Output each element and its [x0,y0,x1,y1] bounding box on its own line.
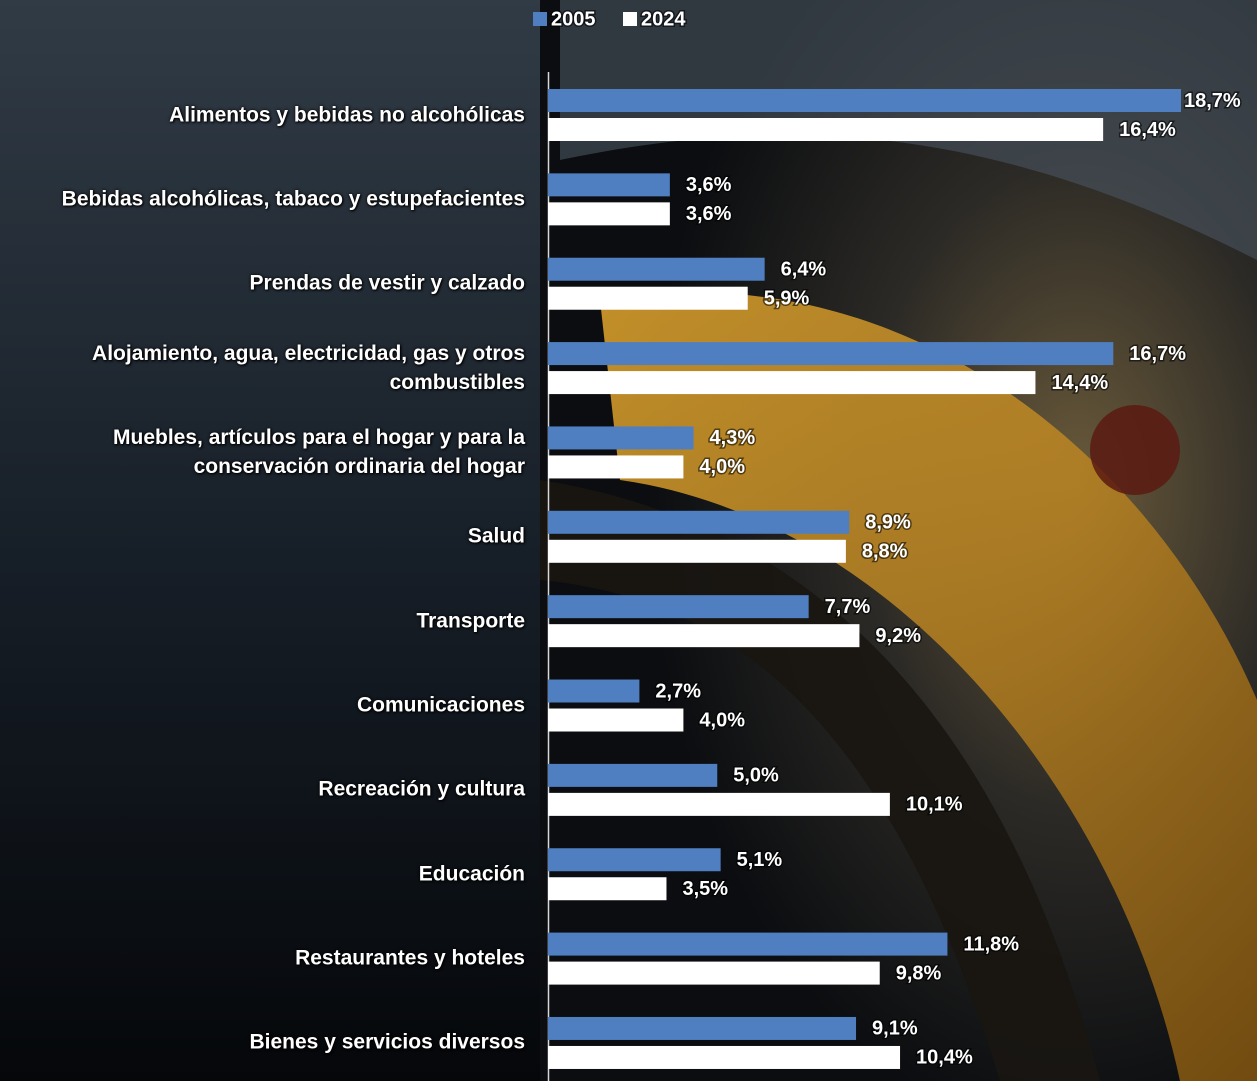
category-label: Comunicaciones [356,693,525,717]
bar [548,286,748,310]
value-label: 9,1% [872,1018,918,1040]
value-label: 5,9% [764,288,810,310]
legend-label: 2024 [641,8,686,30]
category-label: Bebidas alcohólicas, tabaco y estupefaci… [61,187,525,211]
bar [548,257,765,281]
value-label: 5,1% [737,849,783,871]
value-label: 10,1% [906,794,963,816]
category-label: Transporte [416,609,525,633]
bar [548,792,890,816]
value-label: 10,4% [916,1047,973,1069]
bar [548,202,670,226]
value-label: 8,9% [865,512,911,534]
category-label: Recreación y cultura [318,777,525,801]
bar [548,848,721,872]
value-label: 16,4% [1119,119,1176,141]
bar [548,371,1036,395]
value-label: 16,7% [1129,343,1186,365]
bar [548,961,880,985]
bar [548,173,670,197]
value-label: 18,7% [1184,90,1241,112]
value-label: 2,7% [655,680,701,702]
value-label: 5,0% [733,765,779,787]
value-label: 9,2% [875,625,921,647]
bar [548,510,850,534]
bar [548,877,667,901]
bar [548,539,846,563]
value-label: 4,0% [699,709,745,731]
bar [548,89,1181,112]
category-label: Alojamiento, agua, electricidad, gas y o… [92,341,525,394]
bar [548,342,1114,366]
value-label: 4,0% [699,456,745,478]
legend-swatch [533,12,547,26]
value-label: 3,5% [682,878,728,900]
value-label: 4,3% [710,427,756,449]
category-label: Educación [418,862,525,886]
bar [548,1045,901,1069]
value-label: 3,6% [686,174,732,196]
bar [548,708,684,732]
bar [548,426,694,450]
bar [548,932,948,956]
value-label: 11,8% [963,933,1019,955]
category-label: Bienes y servicios diversos [249,1030,526,1054]
bar [548,763,718,787]
legend-swatch [623,12,637,26]
bar [548,624,860,648]
bar [548,1016,857,1040]
category-label: Muebles, artículos para el hogar y para … [113,425,525,478]
bar [548,455,684,479]
value-label: 9,8% [896,962,942,984]
value-label: 6,4% [781,259,827,281]
value-label: 8,8% [862,541,908,563]
category-label: Restaurantes y hoteles [295,946,525,970]
bar [548,679,640,703]
legend-label: 2005 [551,8,596,30]
category-label: Salud [467,524,525,548]
value-label: 3,6% [686,203,732,225]
value-label: 14,4% [1051,372,1108,394]
value-label: 7,7% [825,596,871,618]
category-label: Alimentos y bebidas no alcohólicas [169,103,525,126]
category-label: Prendas de vestir y calzado [249,271,525,295]
bar [548,118,1104,141]
bar [548,595,809,619]
